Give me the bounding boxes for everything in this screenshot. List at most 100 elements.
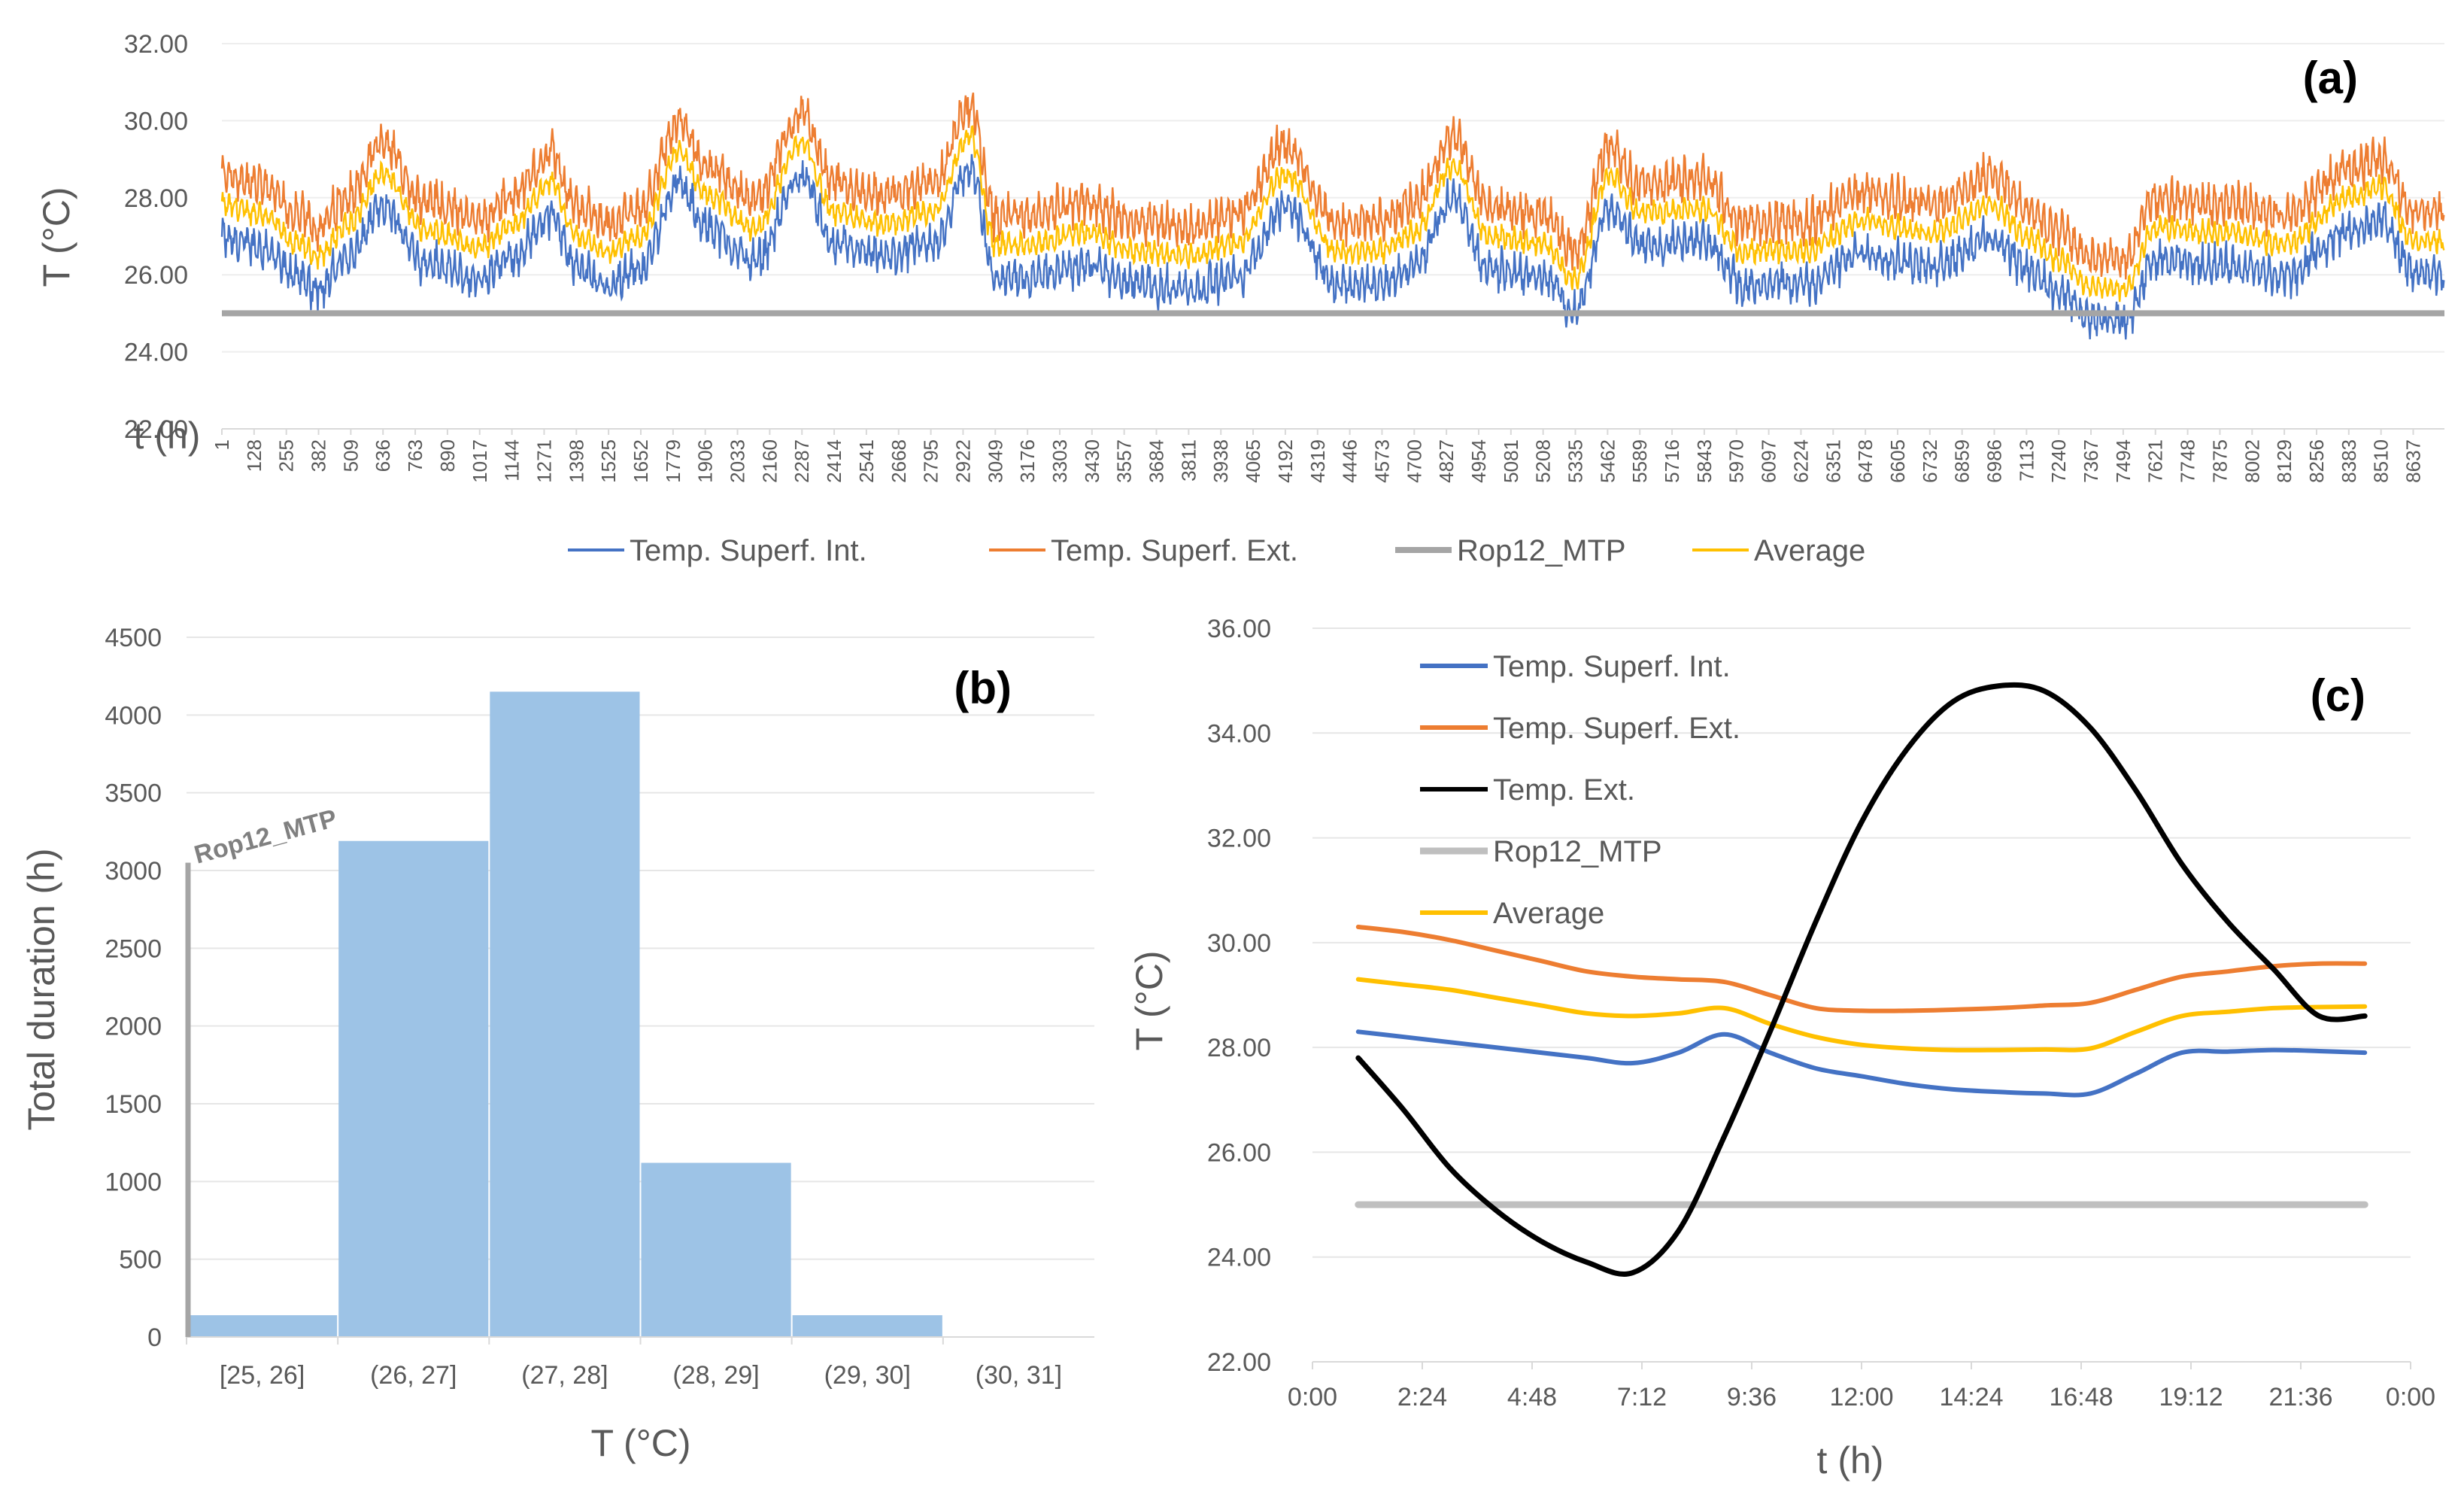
panel-a-x-tick: 1271 bbox=[533, 439, 555, 483]
panel-a-x-tick: 2033 bbox=[727, 439, 749, 483]
panel-a-x-tick: 4573 bbox=[1370, 439, 1393, 483]
panel-a-x-tick: 5970 bbox=[1725, 439, 1748, 483]
panel-a-x-tick: 4319 bbox=[1306, 439, 1329, 483]
panel-a-x-tick: 890 bbox=[436, 439, 459, 472]
panel-c-y-tick: 22.00 bbox=[1207, 1348, 1271, 1377]
panel-a-x-tick: 5335 bbox=[1564, 439, 1587, 483]
panel-c-x-tick: 0:00 bbox=[1288, 1383, 1337, 1411]
panel-b-y-tick-labels: 0 500 1000 1500 2000 2500 3000 3500 4000 4500 bbox=[105, 624, 162, 1352]
panel-a-x-tick: 7621 bbox=[2144, 439, 2167, 483]
panel-a-x-tick: 509 bbox=[339, 439, 362, 472]
panel-a-x-tick: 7748 bbox=[2177, 439, 2199, 483]
panel-b-y-tick: 2000 bbox=[105, 1013, 162, 1041]
panel-a-legend-label-temp-superf-int: Temp. Superf. Int. bbox=[630, 534, 867, 567]
panel-b-bar-25-26 bbox=[187, 1315, 338, 1337]
panel-a-x-tick-labels: 1 128 255 382 509 636 763 890 1017 1144 1271 1398 15… bbox=[211, 429, 2425, 483]
panel-c-legend-label-temp-ext: Temp. Ext. bbox=[1493, 773, 1635, 807]
panel-c-x-tick: 2:24 bbox=[1397, 1383, 1447, 1411]
panel-a-series-average bbox=[220, 125, 2445, 302]
panel-a-legend-label-rop12-mtp: Rop12_MTP bbox=[1457, 534, 1626, 567]
panel-b-x-tick: [25, 26] bbox=[220, 1361, 305, 1390]
panel-b-x-axis-title: T (°C) bbox=[591, 1422, 691, 1464]
panel-b-y-tick: 0 bbox=[147, 1323, 162, 1352]
panel-a-x-tick: 382 bbox=[308, 439, 330, 472]
panel-c-legend-label-temp-superf-int: Temp. Superf. Int. bbox=[1493, 650, 1731, 683]
panel-a-x-tick: 5081 bbox=[1500, 439, 1522, 483]
panel-c-x-tick: 7:12 bbox=[1617, 1383, 1667, 1411]
panel-a-x-tick: 3811 bbox=[1177, 439, 1200, 482]
panel-c-x-tick: 16:48 bbox=[2049, 1383, 2113, 1411]
panel-c-y-axis-title: T (°C) bbox=[1128, 951, 1170, 1051]
panel-c-series-temp-superf-ext bbox=[1355, 925, 2368, 1013]
panel-a-x-tick: 6478 bbox=[1854, 439, 1877, 483]
panel-b-chart: 0 500 1000 1500 2000 2500 3000 3500 4000 4500 [25… bbox=[20, 624, 1094, 1464]
panel-b-y-axis-title: Total duration (h) bbox=[20, 848, 62, 1130]
panel-a-x-tick: 1906 bbox=[694, 439, 717, 483]
panel-c-y-tick: 34.00 bbox=[1207, 719, 1271, 748]
panel-b-y-tick: 500 bbox=[119, 1246, 162, 1275]
panel-a-x-tick: 7113 bbox=[2015, 439, 2038, 482]
panel-a-x-tick: 7367 bbox=[2080, 439, 2102, 483]
panel-a-x-tick: 3176 bbox=[1016, 439, 1039, 483]
panel-a-x-tick: 3684 bbox=[1146, 439, 1168, 483]
panel-a-x-tick: 6224 bbox=[1789, 439, 1812, 483]
panel-a-x-tick: 2160 bbox=[758, 439, 781, 483]
panel-b-y-tick: 1000 bbox=[105, 1168, 162, 1196]
panel-a-x-tick: 2414 bbox=[823, 439, 845, 483]
panel-b-bar-27-28 bbox=[490, 691, 640, 1337]
panel-c-x-tick-labels: 0:00 2:24 4:48 7:12 9:36 12:00 14:24 16:48 19:12… bbox=[1288, 1362, 2435, 1411]
panel-a-y-axis-title: T (°C) bbox=[35, 187, 77, 287]
panel-a-x-tick: 2922 bbox=[951, 439, 974, 483]
panel-c-y-tick: 30.00 bbox=[1207, 929, 1271, 958]
panel-b-gridlines bbox=[187, 637, 1094, 1260]
panel-c-series-lines bbox=[1355, 682, 2368, 1277]
panel-b-x-tick: (27, 28] bbox=[521, 1361, 608, 1390]
panel-a-x-tick: 1525 bbox=[597, 439, 620, 483]
panel-c-x-tick: 19:12 bbox=[2159, 1383, 2223, 1411]
panel-c-x-tick: 0:00 bbox=[2386, 1383, 2435, 1411]
panel-a-y-tick-labels: 22.00 24.00 26.00 28.00 30.00 32.00 bbox=[124, 30, 188, 444]
panel-b-y-tick: 1500 bbox=[105, 1090, 162, 1119]
panel-b-x-tick-labels: [25, 26] (26, 27] (27, 28] (28, 29] (29, 30]… bbox=[186, 1337, 1062, 1390]
panel-c-legend-label-rop12-mtp: Rop12_MTP bbox=[1493, 835, 1662, 868]
panel-b-y-tick: 4500 bbox=[105, 624, 162, 652]
panel-c-y-tick: 36.00 bbox=[1207, 615, 1271, 643]
panel-a-x-tick: 1 bbox=[211, 439, 233, 450]
panel-b-label: (b) bbox=[954, 663, 1012, 713]
panel-b-y-tick: 3000 bbox=[105, 857, 162, 886]
panel-a-x-tick: 8383 bbox=[2338, 439, 2360, 483]
panel-b-bar-29-30 bbox=[792, 1315, 942, 1337]
panel-a-legend-label-average: Average bbox=[1754, 534, 1865, 567]
panel-a-x-tick: 8510 bbox=[2370, 439, 2393, 483]
panel-c-legend-label-temp-superf-ext: Temp. Superf. Ext. bbox=[1493, 712, 1740, 745]
panel-a-legend-label-temp-superf-ext: Temp. Superf. Ext. bbox=[1051, 534, 1298, 567]
panel-b-bars bbox=[187, 691, 942, 1337]
panel-a-x-tick: 3938 bbox=[1209, 439, 1232, 483]
panel-a-series-temp-superf-int bbox=[220, 153, 2445, 340]
panel-b-y-tick: 2500 bbox=[105, 934, 162, 963]
panel-c-y-tick: 24.00 bbox=[1207, 1244, 1271, 1272]
panel-a-x-tick: 6351 bbox=[1822, 439, 1844, 483]
panel-b-y-tick: 4000 bbox=[105, 701, 162, 730]
panel-a-x-tick: 8637 bbox=[2402, 439, 2425, 483]
panel-a-x-tick: 3430 bbox=[1081, 439, 1103, 483]
panel-a-series-temp-superf-ext bbox=[220, 92, 2445, 280]
panel-c-series-average bbox=[1355, 977, 2368, 1053]
panel-a-x-tick: 1017 bbox=[469, 439, 491, 483]
panel-b-x-tick: (30, 31] bbox=[976, 1361, 1062, 1390]
panel-c-y-tick: 32.00 bbox=[1207, 825, 1271, 853]
panel-a-chart: 22.00 24.00 26.00 28.00 30.00 32.00 1 128 255 38… bbox=[35, 30, 2445, 567]
panel-c-y-tick-labels: 22.00 24.00 26.00 28.00 30.00 32.00 34.00 36.00 bbox=[1207, 615, 1271, 1377]
panel-c-gridlines bbox=[1312, 627, 2411, 1258]
panel-a-y-tick: 22.00 bbox=[124, 415, 188, 444]
panel-a-x-tick: 128 bbox=[243, 439, 266, 472]
panel-a-x-tick: 6859 bbox=[1951, 439, 1974, 483]
panel-a-x-tick: 4827 bbox=[1435, 439, 1458, 483]
panel-a-x-tick: 5462 bbox=[1596, 439, 1619, 483]
panel-a-legend: Temp. Superf. Int. Temp. Superf. Ext. Rop1… bbox=[568, 534, 1865, 567]
panel-a-x-tick: 2668 bbox=[888, 439, 910, 483]
panel-a-x-tick: 636 bbox=[372, 439, 394, 472]
panel-a-x-tick: 6732 bbox=[1919, 439, 1941, 483]
panel-c-series-temp-ext bbox=[1355, 682, 2368, 1277]
panel-a-x-tick: 7875 bbox=[2208, 439, 2231, 483]
